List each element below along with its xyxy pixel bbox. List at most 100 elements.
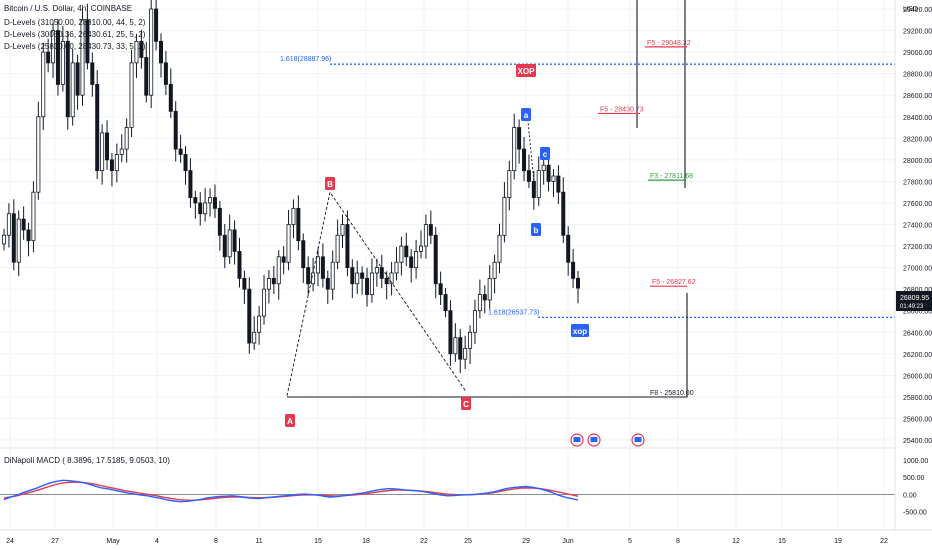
- candle-body: [41, 51, 46, 118]
- price-tick-label: 27600.00: [903, 201, 932, 208]
- candle: [551, 169, 556, 198]
- candle-body: [571, 261, 576, 279]
- candle-body: [340, 224, 345, 236]
- candle: [276, 250, 281, 300]
- candle-body: [448, 310, 453, 355]
- candle: [522, 137, 527, 182]
- candle-body: [379, 267, 384, 279]
- candle: [571, 249, 576, 288]
- candle: [325, 270, 330, 305]
- last-price-label: 26809.95: [900, 295, 929, 302]
- candle: [497, 223, 502, 274]
- legend-dlevels-1[interactable]: D-Levels (31050.00, 28810.00, 44, 5, 2): [4, 18, 146, 27]
- macd-tick-label: -500.00: [903, 510, 927, 517]
- legend-dlevels-2[interactable]: D-Levels (30050.36, 26430.61, 25, 5, 2): [4, 30, 146, 39]
- price-tick-label: 25800.00: [903, 395, 932, 402]
- candle-body: [188, 170, 193, 198]
- candle: [149, 0, 154, 109]
- time-tick-label: Jun: [562, 538, 573, 545]
- candle: [95, 70, 100, 179]
- legend-macd[interactable]: DiNapoli MACD ( 8.3896, 17.5185, 9.0503,…: [4, 456, 170, 465]
- candle: [237, 237, 242, 288]
- candle-body: [404, 245, 409, 258]
- candle: [345, 210, 350, 277]
- candle: [203, 188, 208, 222]
- candle-body: [315, 256, 320, 274]
- candle: [414, 239, 419, 279]
- candle: [242, 270, 247, 304]
- candle: [144, 42, 149, 103]
- candle: [330, 250, 335, 301]
- candle: [183, 145, 188, 185]
- last-price-badge: [896, 291, 932, 311]
- candle-body: [227, 229, 232, 258]
- candle: [46, 38, 51, 73]
- candle-body: [70, 62, 75, 118]
- candles: [2, 0, 581, 374]
- candle-body: [266, 277, 271, 290]
- candle: [340, 214, 345, 248]
- candle-body: [60, 40, 65, 85]
- candle: [188, 158, 193, 208]
- candle-body: [144, 57, 149, 96]
- price-tick-label: 28200.00: [903, 136, 932, 143]
- candle: [134, 33, 139, 79]
- candle: [477, 279, 482, 319]
- price-tick-label: 29000.00: [903, 50, 932, 57]
- candle-body: [55, 30, 60, 85]
- candle-body: [325, 277, 330, 290]
- candle-body: [355, 272, 360, 285]
- candle-body: [183, 154, 188, 172]
- price-tick-label: 28400.00: [903, 115, 932, 122]
- candle-body: [526, 170, 531, 182]
- candle-body: [546, 164, 551, 182]
- xop-lower-label-bg: [571, 324, 589, 337]
- candle: [531, 171, 536, 210]
- time-tick-label: 22: [880, 538, 888, 545]
- candle-body: [566, 234, 571, 263]
- candle: [36, 101, 41, 200]
- legend-dlevels-3[interactable]: D-Levels (25810.00, 28430.73, 33, 5, 2): [4, 42, 146, 51]
- candle: [271, 265, 276, 294]
- candle: [379, 254, 384, 289]
- candle: [428, 210, 433, 245]
- candle: [129, 49, 134, 138]
- candle: [399, 236, 404, 276]
- candle-body: [198, 202, 203, 215]
- candle-body: [36, 116, 41, 193]
- candle: [31, 181, 36, 253]
- candle: [291, 199, 296, 239]
- event-flag-fill: [573, 437, 581, 442]
- candle-body: [507, 170, 512, 198]
- candle-body: [26, 229, 31, 242]
- price-tick-label: 29200.00: [903, 29, 932, 36]
- candle-body: [262, 288, 267, 317]
- countdown-label: 01:49:23: [900, 304, 924, 310]
- candle: [438, 271, 443, 305]
- candle: [109, 152, 114, 187]
- candle-body: [173, 110, 178, 150]
- candle-body: [276, 256, 281, 285]
- event-flag-icon: [631, 433, 645, 447]
- candle: [384, 271, 389, 300]
- legend-title[interactable]: Bitcoin / U.S. Dollar, 4h, COINBASE: [4, 4, 133, 13]
- candle-body: [252, 331, 257, 344]
- candle: [208, 188, 213, 217]
- candle: [507, 160, 512, 211]
- candle-body: [433, 234, 438, 285]
- level-f5-mid: F5 - 28430.73: [600, 106, 644, 113]
- candle: [232, 220, 237, 265]
- time-tick-label: 8: [214, 538, 218, 545]
- time-tick-label: 4: [155, 538, 159, 545]
- candle: [389, 261, 394, 296]
- candle-body: [394, 261, 399, 274]
- candle-body: [320, 256, 325, 279]
- candle: [360, 266, 365, 295]
- candle: [217, 201, 222, 251]
- candle-body: [109, 159, 114, 172]
- candle-body: [458, 337, 463, 360]
- candle: [70, 49, 75, 126]
- candle-body: [365, 277, 370, 295]
